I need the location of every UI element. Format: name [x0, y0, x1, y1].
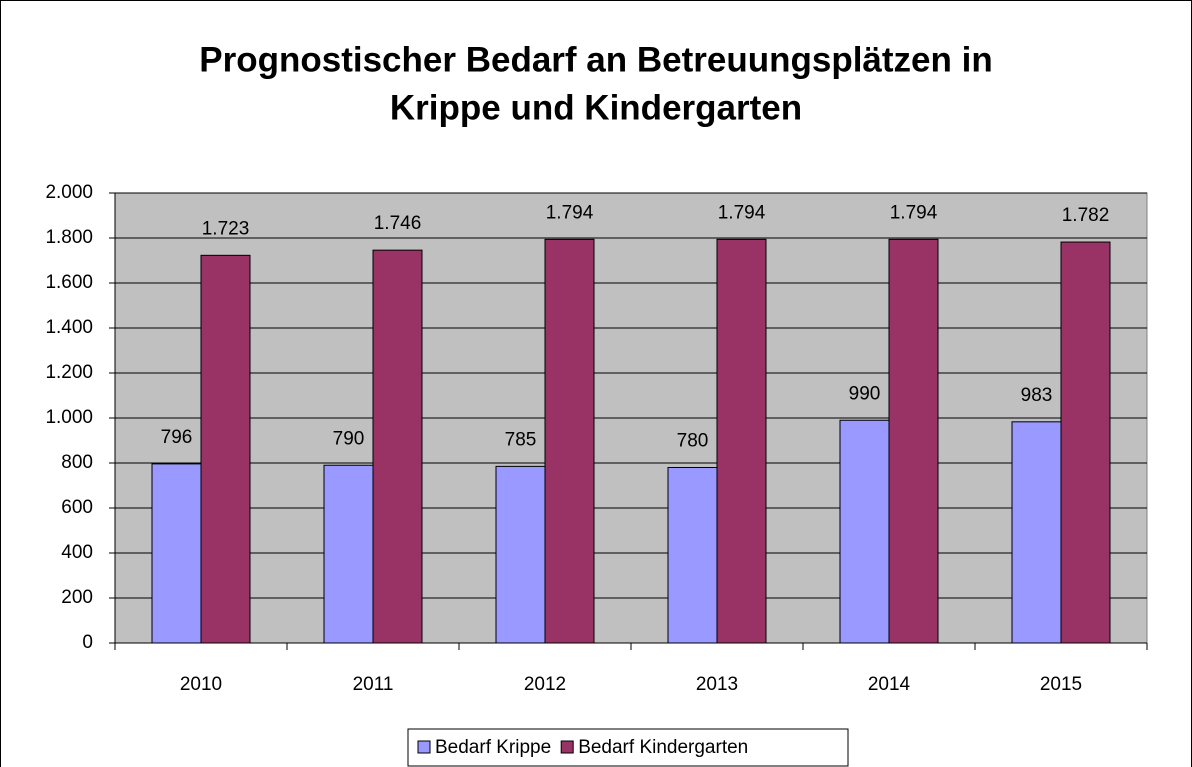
bar: [839, 419, 890, 644]
data-label: 1.746: [374, 213, 422, 234]
y-tick-label: 0: [82, 632, 93, 653]
data-label: 1.794: [718, 202, 766, 223]
bar: [667, 467, 718, 644]
y-tick-label: 400: [61, 542, 93, 563]
y-tick-label: 1.400: [45, 317, 93, 338]
x-tick-label: 2010: [180, 674, 222, 695]
y-tick-label: 800: [61, 452, 93, 473]
legend-swatch: [560, 740, 574, 754]
data-label: 1.782: [1062, 205, 1110, 226]
y-tick-label: 2.000: [45, 182, 93, 203]
x-tick-label: 2013: [696, 674, 738, 695]
y-tick-label: 1.200: [45, 362, 93, 383]
legend-swatch: [417, 740, 431, 754]
y-tick-label: 1.000: [45, 407, 93, 428]
data-label: 990: [849, 383, 881, 404]
legend-label: Bedarf Kindergarten: [578, 737, 748, 758]
y-tick-label: 600: [61, 497, 93, 518]
data-label: 983: [1021, 385, 1053, 406]
bar: [716, 238, 767, 644]
bar: [200, 254, 251, 644]
x-tick-label: 2012: [524, 674, 566, 695]
y-tick-label: 1.600: [45, 272, 93, 293]
legend-label: Bedarf Krippe: [435, 737, 551, 758]
data-label: 796: [161, 427, 193, 448]
bar: [323, 464, 374, 644]
bar: [151, 463, 202, 644]
bar: [495, 465, 546, 644]
data-label: 785: [505, 429, 537, 450]
chart-title: Prognostischer Bedarf an Betreuungsplätz…: [199, 40, 992, 79]
x-tick-label: 2015: [1040, 674, 1082, 695]
data-label: 790: [333, 428, 365, 449]
data-label: 1.794: [890, 202, 938, 223]
chart-title: Krippe und Kindergarten: [390, 88, 802, 127]
bar: [1011, 421, 1062, 644]
bar: [888, 238, 939, 644]
bar: [372, 249, 423, 644]
data-label: 1.723: [202, 218, 250, 239]
x-tick-label: 2011: [353, 674, 394, 695]
data-label: 780: [677, 431, 709, 452]
legend: [407, 728, 849, 767]
y-tick-label: 200: [61, 587, 93, 608]
y-tick-label: 1.800: [45, 227, 93, 248]
x-tick-label: 2014: [868, 674, 911, 695]
bar: [1060, 241, 1111, 644]
data-label: 1.794: [546, 202, 594, 223]
bar: [544, 238, 595, 644]
